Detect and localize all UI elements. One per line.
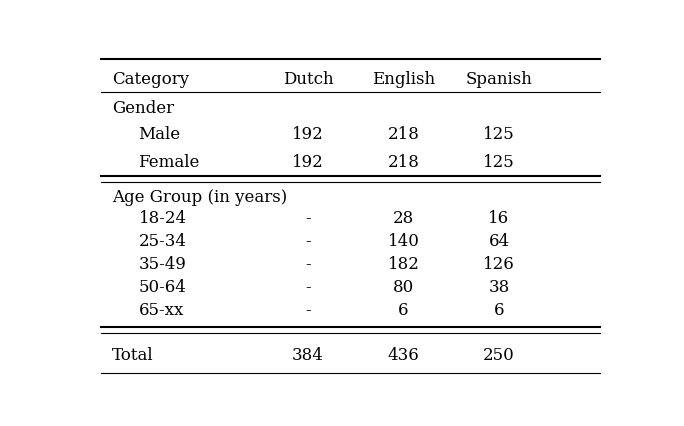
Text: 38: 38 [488, 279, 510, 296]
Text: -: - [305, 279, 311, 296]
Text: 218: 218 [388, 154, 419, 171]
Text: Female: Female [138, 154, 200, 171]
Text: 218: 218 [388, 126, 419, 143]
Text: 182: 182 [388, 256, 419, 273]
Text: 16: 16 [488, 210, 510, 227]
Text: 126: 126 [483, 256, 515, 273]
Text: 80: 80 [393, 279, 415, 296]
Text: Dutch: Dutch [282, 70, 334, 87]
Text: 192: 192 [292, 154, 324, 171]
Text: Total: Total [112, 347, 154, 364]
Text: 64: 64 [488, 233, 510, 250]
Text: 6: 6 [398, 302, 409, 319]
Text: -: - [305, 256, 311, 273]
Text: 436: 436 [388, 347, 419, 364]
Text: English: English [372, 70, 435, 87]
Text: Age Group (in years): Age Group (in years) [112, 189, 287, 206]
Text: 6: 6 [494, 302, 504, 319]
Text: 50-64: 50-64 [138, 279, 186, 296]
Text: -: - [305, 233, 311, 250]
Text: 65-xx: 65-xx [138, 302, 184, 319]
Text: 192: 192 [292, 126, 324, 143]
Text: Spanish: Spanish [466, 70, 532, 87]
Text: 125: 125 [483, 126, 515, 143]
Text: 140: 140 [388, 233, 419, 250]
Text: 384: 384 [292, 347, 324, 364]
Text: Category: Category [112, 70, 189, 87]
Text: -: - [305, 210, 311, 227]
Text: 18-24: 18-24 [138, 210, 187, 227]
Text: 125: 125 [483, 154, 515, 171]
Text: 25-34: 25-34 [138, 233, 187, 250]
Text: Male: Male [138, 126, 181, 143]
Text: 250: 250 [483, 347, 515, 364]
Text: -: - [305, 302, 311, 319]
Text: 35-49: 35-49 [138, 256, 186, 273]
Text: 28: 28 [393, 210, 415, 227]
Text: Gender: Gender [112, 100, 174, 117]
